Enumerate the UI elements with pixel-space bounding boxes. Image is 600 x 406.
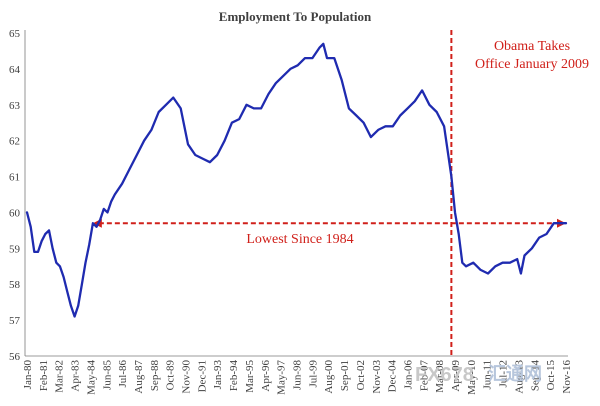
x-tick-label: Jul-86 — [117, 360, 129, 388]
watermark-suffix: 汇通网 — [488, 364, 542, 384]
x-tick-label: Sep-01 — [339, 360, 351, 391]
x-tick-label: Mar-08 — [434, 360, 446, 393]
y-tick-label: 58 — [9, 279, 21, 291]
x-tick-label: Aug-00 — [323, 360, 335, 394]
x-tick-label: Apr-96 — [260, 360, 272, 392]
x-tick-label: Feb-81 — [38, 360, 50, 391]
x-tick-label: Nov-90 — [181, 360, 193, 394]
y-tick-label: 59 — [9, 243, 21, 255]
x-tick-label: Jul-99 — [307, 360, 319, 388]
x-tick-label: Feb-07 — [418, 360, 430, 392]
x-tick-label: Dec-04 — [387, 360, 399, 393]
x-tick-label: Mar-95 — [244, 360, 256, 393]
x-tick-label: Nov-16 — [561, 360, 573, 394]
x-tick-label: Mar-82 — [54, 360, 66, 393]
y-tick-label: 64 — [9, 64, 21, 76]
lowest-annotation-text: Lowest Since 1984 — [246, 232, 353, 247]
x-tick-label: Oct-02 — [355, 360, 367, 391]
x-tick-label: Aug-87 — [133, 360, 145, 394]
y-tick-label: 65 — [9, 28, 21, 40]
x-tick-label: Jun-98 — [292, 360, 304, 390]
annotations: Obama Takes Office January 2009 Lowest Sin… — [92, 30, 589, 356]
y-tick-label: 57 — [9, 315, 21, 327]
obama-annotation-text: Obama Takes — [494, 39, 570, 54]
x-tick-label: Oct-15 — [545, 360, 557, 391]
obama-annotation-text: Office January 2009 — [475, 57, 589, 72]
x-tick-label: May-10 — [466, 360, 478, 395]
y-tick-labels: 56 57 58 59 60 61 62 63 64 65 — [9, 28, 21, 363]
x-tick-label: Jan-93 — [212, 360, 224, 390]
x-tick-label: Nov-03 — [371, 360, 383, 394]
series-layer — [25, 42, 568, 318]
x-tick-label: Oct-89 — [165, 360, 177, 391]
chart-title: Employment To Population — [219, 9, 372, 24]
x-tick-label: Apr-09 — [450, 360, 462, 392]
x-tick-label: May-84 — [85, 360, 97, 395]
x-tick-label: Jan-80 — [22, 360, 34, 390]
y-tick-label: 62 — [9, 136, 20, 148]
x-tick-label: Dec-91 — [196, 360, 208, 392]
x-tick-label: May-97 — [276, 360, 288, 395]
x-tick-label: Jan-06 — [402, 360, 414, 390]
x-tick-label: Jul-12 — [498, 360, 510, 388]
x-tick-label: Sep-88 — [149, 360, 161, 392]
y-tick-label: 56 — [9, 351, 21, 363]
y-tick-label: 61 — [9, 172, 20, 184]
series-line — [25, 42, 568, 318]
x-tick-label: Aug-13 — [513, 360, 525, 394]
x-tick-label: Jun-11 — [482, 360, 494, 390]
watermark-brand: FX678 — [415, 364, 474, 386]
x-tick-label: Sep-14 — [529, 360, 541, 392]
x-tick-label: Feb-94 — [228, 360, 240, 392]
y-tick-label: 60 — [9, 207, 21, 219]
y-tick-label: 63 — [9, 100, 21, 112]
x-tick-label: Jun-85 — [101, 360, 113, 390]
watermark: FX678 汇通网 — [415, 364, 542, 386]
x-tick-label: Apr-83 — [70, 360, 82, 392]
x-tick-labels: Jan-80 Feb-81 Mar-82 Apr-83 May-84 Jun-85 Jul-… — [22, 360, 573, 395]
